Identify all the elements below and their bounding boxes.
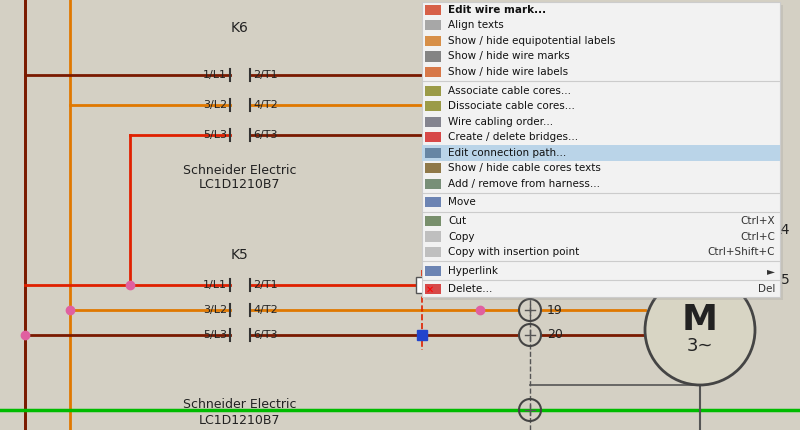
Bar xyxy=(425,101,441,111)
Text: Schneider Electric: Schneider Electric xyxy=(183,399,297,412)
Text: L4: L4 xyxy=(774,223,790,237)
Text: Del: Del xyxy=(758,284,775,294)
Text: 6/T3: 6/T3 xyxy=(253,330,278,340)
Bar xyxy=(425,197,441,208)
Bar xyxy=(425,86,441,95)
Text: Copy with insertion point: Copy with insertion point xyxy=(448,247,579,257)
Bar xyxy=(425,20,441,31)
Text: Ctrl+Shift+C: Ctrl+Shift+C xyxy=(707,247,775,257)
Text: 18: 18 xyxy=(547,279,563,292)
Text: 1/L1: 1/L1 xyxy=(203,70,227,80)
Text: 3/L2: 3/L2 xyxy=(203,305,227,315)
Bar xyxy=(425,117,441,127)
Bar xyxy=(425,5,783,300)
Bar xyxy=(425,132,441,142)
Text: 1/L1: 1/L1 xyxy=(203,280,227,290)
Text: M: M xyxy=(682,303,718,337)
Text: K6: K6 xyxy=(231,21,249,35)
Text: 5/L3: 5/L3 xyxy=(203,330,227,340)
Text: Show / hide wire marks: Show / hide wire marks xyxy=(448,52,570,61)
Text: 4/T2: 4/T2 xyxy=(253,305,278,315)
Text: Align texts: Align texts xyxy=(448,20,504,31)
Bar xyxy=(425,231,441,242)
Bar xyxy=(425,52,441,61)
Text: 19: 19 xyxy=(547,304,562,316)
Bar xyxy=(425,179,441,189)
Bar xyxy=(425,266,441,276)
Text: 4/T2: 4/T2 xyxy=(253,100,278,110)
Circle shape xyxy=(645,275,755,385)
Bar xyxy=(425,216,441,226)
Text: Hyperlink: Hyperlink xyxy=(448,266,498,276)
Text: M5: M5 xyxy=(770,273,790,287)
Text: ✕: ✕ xyxy=(426,284,434,294)
Bar xyxy=(425,247,441,257)
Text: Show / hide wire labels: Show / hide wire labels xyxy=(448,67,568,77)
Text: Add / remove from harness...: Add / remove from harness... xyxy=(448,179,600,189)
Text: Dissociate cable cores...: Dissociate cable cores... xyxy=(448,101,575,111)
Text: Schneider Electric: Schneider Electric xyxy=(183,163,297,176)
Text: 2/T1: 2/T1 xyxy=(253,70,278,80)
Bar xyxy=(422,145,780,160)
Text: Cut: Cut xyxy=(448,216,466,226)
Text: LC1D1210B7: LC1D1210B7 xyxy=(199,414,281,427)
Text: Edit connection path...: Edit connection path... xyxy=(448,148,566,158)
Text: Wire cabling order...: Wire cabling order... xyxy=(448,117,553,127)
Text: 5/L3: 5/L3 xyxy=(203,130,227,140)
Bar xyxy=(425,284,441,294)
Text: 2/T1: 2/T1 xyxy=(253,280,278,290)
Text: Create / delete bridges...: Create / delete bridges... xyxy=(448,132,578,142)
Text: Show / hide equipotential labels: Show / hide equipotential labels xyxy=(448,36,615,46)
Text: Copy: Copy xyxy=(448,232,474,242)
Text: 3/L2: 3/L2 xyxy=(203,100,227,110)
Text: Show / hide cable cores texts: Show / hide cable cores texts xyxy=(448,163,601,173)
Text: Move: Move xyxy=(448,197,476,207)
Text: K5: K5 xyxy=(231,248,249,262)
Text: 20: 20 xyxy=(547,329,563,341)
Bar xyxy=(422,2,780,297)
Text: Associate cable cores...: Associate cable cores... xyxy=(448,86,571,95)
Text: Delete...: Delete... xyxy=(448,284,492,294)
Text: Ctrl+C: Ctrl+C xyxy=(740,232,775,242)
Text: LC1D1210B7: LC1D1210B7 xyxy=(199,178,281,191)
Text: 3~: 3~ xyxy=(686,337,714,355)
Text: Edit wire mark...: Edit wire mark... xyxy=(448,5,546,15)
Text: 6/T3: 6/T3 xyxy=(253,130,278,140)
Bar xyxy=(425,5,441,15)
Bar xyxy=(425,36,441,46)
Bar xyxy=(425,148,441,158)
Text: ►: ► xyxy=(767,266,775,276)
Bar xyxy=(425,163,441,173)
Bar xyxy=(416,277,428,293)
Bar xyxy=(425,67,441,77)
Text: Ctrl+X: Ctrl+X xyxy=(740,216,775,226)
